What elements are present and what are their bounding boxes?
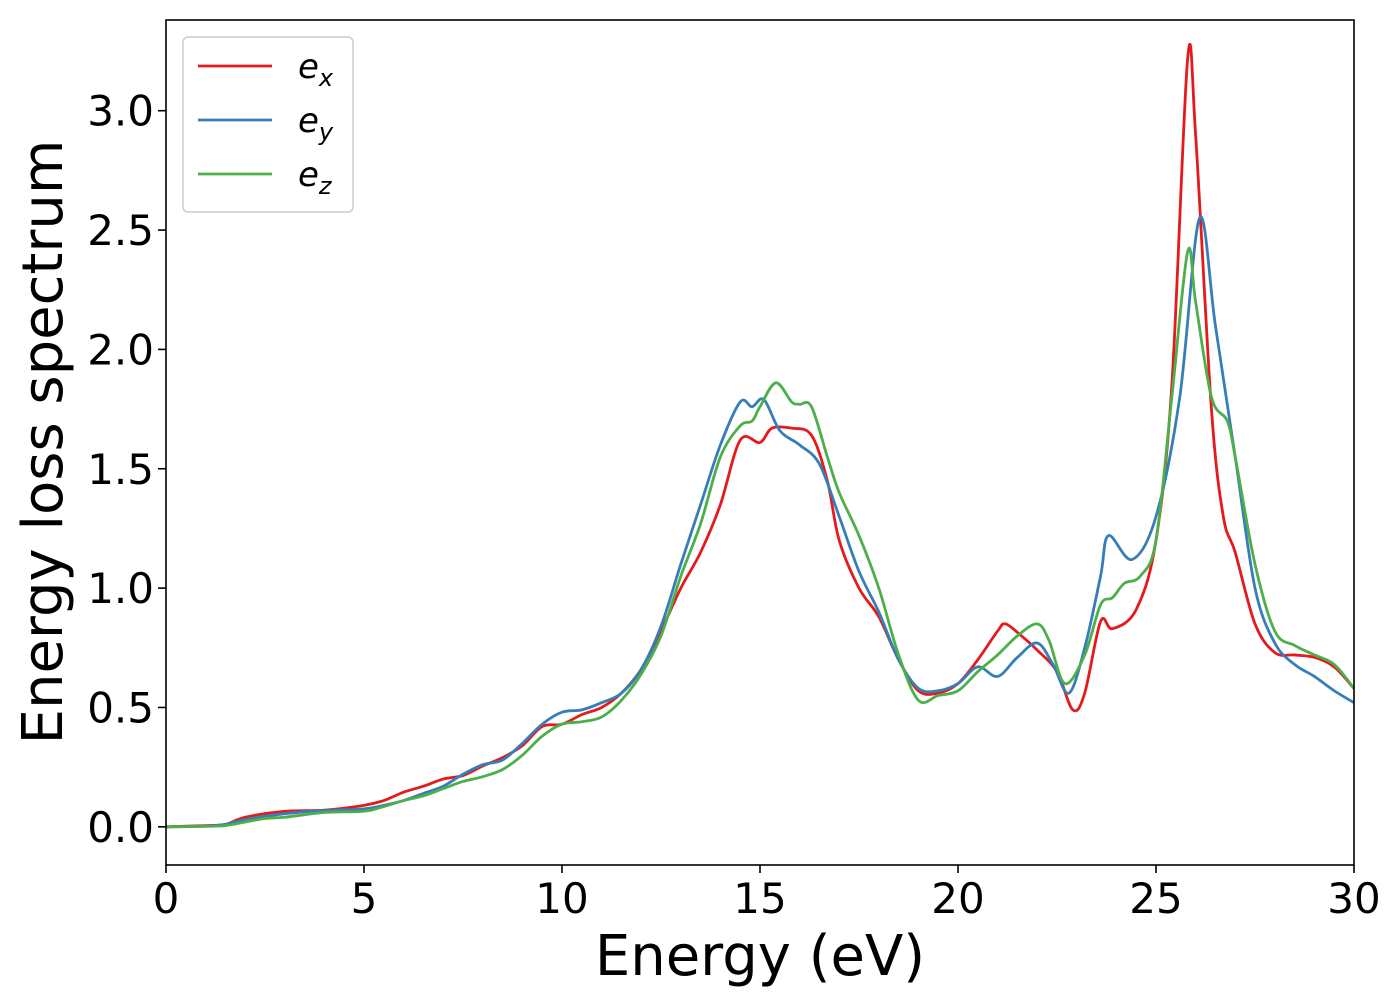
y-tick-label: 2.5 <box>87 206 154 255</box>
x-tick-label: 20 <box>931 874 984 923</box>
x-tick-label: 10 <box>535 874 588 923</box>
y-axis-title: Energy loss spectrum <box>11 140 76 745</box>
legend-label-y: ey <box>298 101 334 146</box>
y-axis: 0.0 0.5 1.0 1.5 2.0 2.5 3.0 <box>87 87 166 852</box>
x-axis-title: Energy (eV) <box>595 924 925 989</box>
legend-label-base: e <box>298 101 319 141</box>
series-layer <box>166 42 1354 829</box>
x-tick-label: 25 <box>1129 874 1182 923</box>
x-tick-label: 0 <box>153 874 180 923</box>
legend-label-z: ez <box>298 155 333 200</box>
y-tick-label: 1.5 <box>87 445 154 494</box>
legend-box <box>182 36 354 213</box>
y-tick-label: 0.0 <box>87 803 154 852</box>
y-tick-label: 2.0 <box>87 325 154 374</box>
y-tick-label: 3.0 <box>87 87 154 136</box>
x-axis: 0 5 10 15 20 25 30 <box>153 865 1381 923</box>
x-tick-label: 5 <box>351 874 378 923</box>
legend-label-base: e <box>298 47 319 87</box>
legend-label-x: ex <box>298 47 334 92</box>
series-line-y <box>166 215 1354 829</box>
series-line-z <box>166 246 1354 829</box>
legend-label-base: e <box>298 155 319 195</box>
legend-label-sub: z <box>318 172 333 200</box>
x-tick-label: 15 <box>733 874 786 923</box>
legend-label-sub: y <box>318 118 334 146</box>
legend-label-sub: x <box>318 64 334 92</box>
y-tick-label: 1.0 <box>87 564 154 613</box>
y-tick-label: 0.5 <box>87 683 154 732</box>
x-tick-label: 30 <box>1327 874 1380 923</box>
